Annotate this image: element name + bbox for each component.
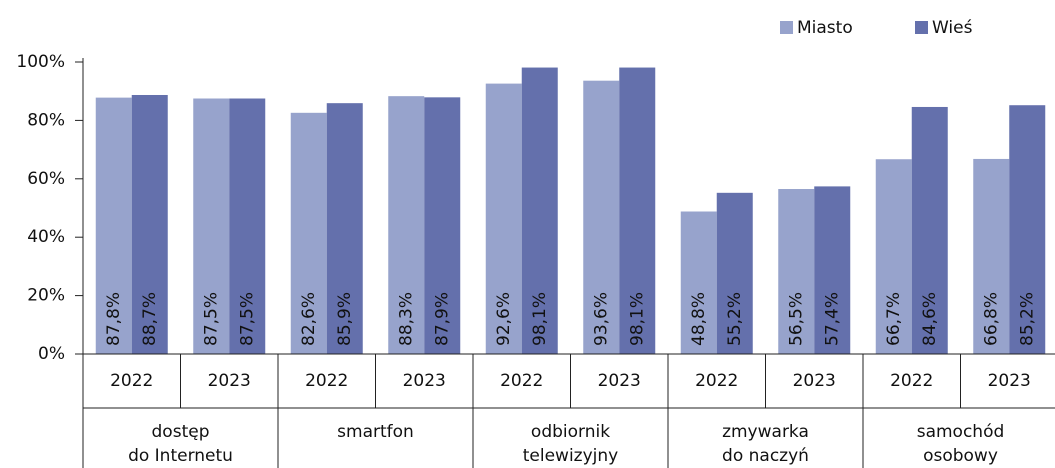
group-label: smartfon [337,422,414,442]
legend-label: Wieś [932,18,973,38]
bar [911,106,948,354]
value-label: 56,5% [786,292,806,346]
bar [193,98,230,354]
x-tick-label: 2022 [890,371,933,391]
y-tick-label: 60% [27,169,65,189]
bar [814,186,851,354]
x-tick-label: 2023 [208,371,251,391]
value-label: 82,6% [299,292,319,346]
bar [326,103,363,354]
legend-label: Miasto [797,18,853,38]
x-tick-label: 2022 [695,371,738,391]
x-tick-label: 2023 [598,371,641,391]
x-tick-label: 2023 [988,371,1031,391]
value-label: 66,8% [981,292,1001,346]
x-tick-label: 2022 [110,371,153,391]
value-label: 88,3% [396,292,416,346]
group-label: osobowy [923,446,998,466]
bar [229,98,266,354]
value-label: 66,7% [884,292,904,346]
x-tick-label: 2023 [793,371,836,391]
bar [1009,105,1046,354]
group-label: samochód [917,422,1005,442]
value-label: 55,2% [725,292,745,346]
x-tick-label: 2022 [305,371,348,391]
value-label: 48,8% [689,292,709,346]
group-label: dostęp [152,422,210,442]
bar [388,96,425,354]
legend-swatch [915,21,928,34]
group-label: do naczyń [722,446,809,466]
x-tick-label: 2022 [500,371,543,391]
legend-swatch [780,21,793,34]
value-label: 85,9% [335,292,355,346]
bar [95,97,132,355]
y-tick-label: 80% [27,110,65,130]
value-label: 93,6% [591,292,611,346]
value-label: 87,8% [104,292,124,346]
y-tick-label: 0% [38,344,65,364]
bar [680,211,717,354]
value-label: 87,5% [201,292,221,346]
bar [973,158,1010,354]
group-label: zmywarka [722,422,809,442]
group-label: telewizyjny [523,446,618,466]
y-tick-label: 20% [27,286,65,306]
value-label: 57,4% [822,292,842,346]
value-label: 87,9% [432,292,452,346]
bar [619,67,656,354]
bar [424,97,461,354]
value-label: 98,1% [530,292,550,346]
y-tick-label: 100% [16,52,65,72]
bar [521,67,558,354]
bar [716,192,753,354]
value-label: 98,1% [627,292,647,346]
bar [290,112,327,354]
y-tick-label: 40% [27,227,65,247]
value-label: 88,7% [140,292,160,346]
bar [875,159,912,354]
bar [583,80,620,355]
group-label: odbiornik [531,422,610,442]
value-label: 85,2% [1017,292,1037,346]
value-label: 92,6% [494,292,514,346]
value-label: 87,5% [237,292,257,346]
bar [778,189,815,354]
bar [485,83,522,354]
value-label: 84,6% [920,292,940,346]
x-tick-label: 2023 [403,371,446,391]
bar [131,94,168,354]
group-label: do Internetu [128,446,233,466]
